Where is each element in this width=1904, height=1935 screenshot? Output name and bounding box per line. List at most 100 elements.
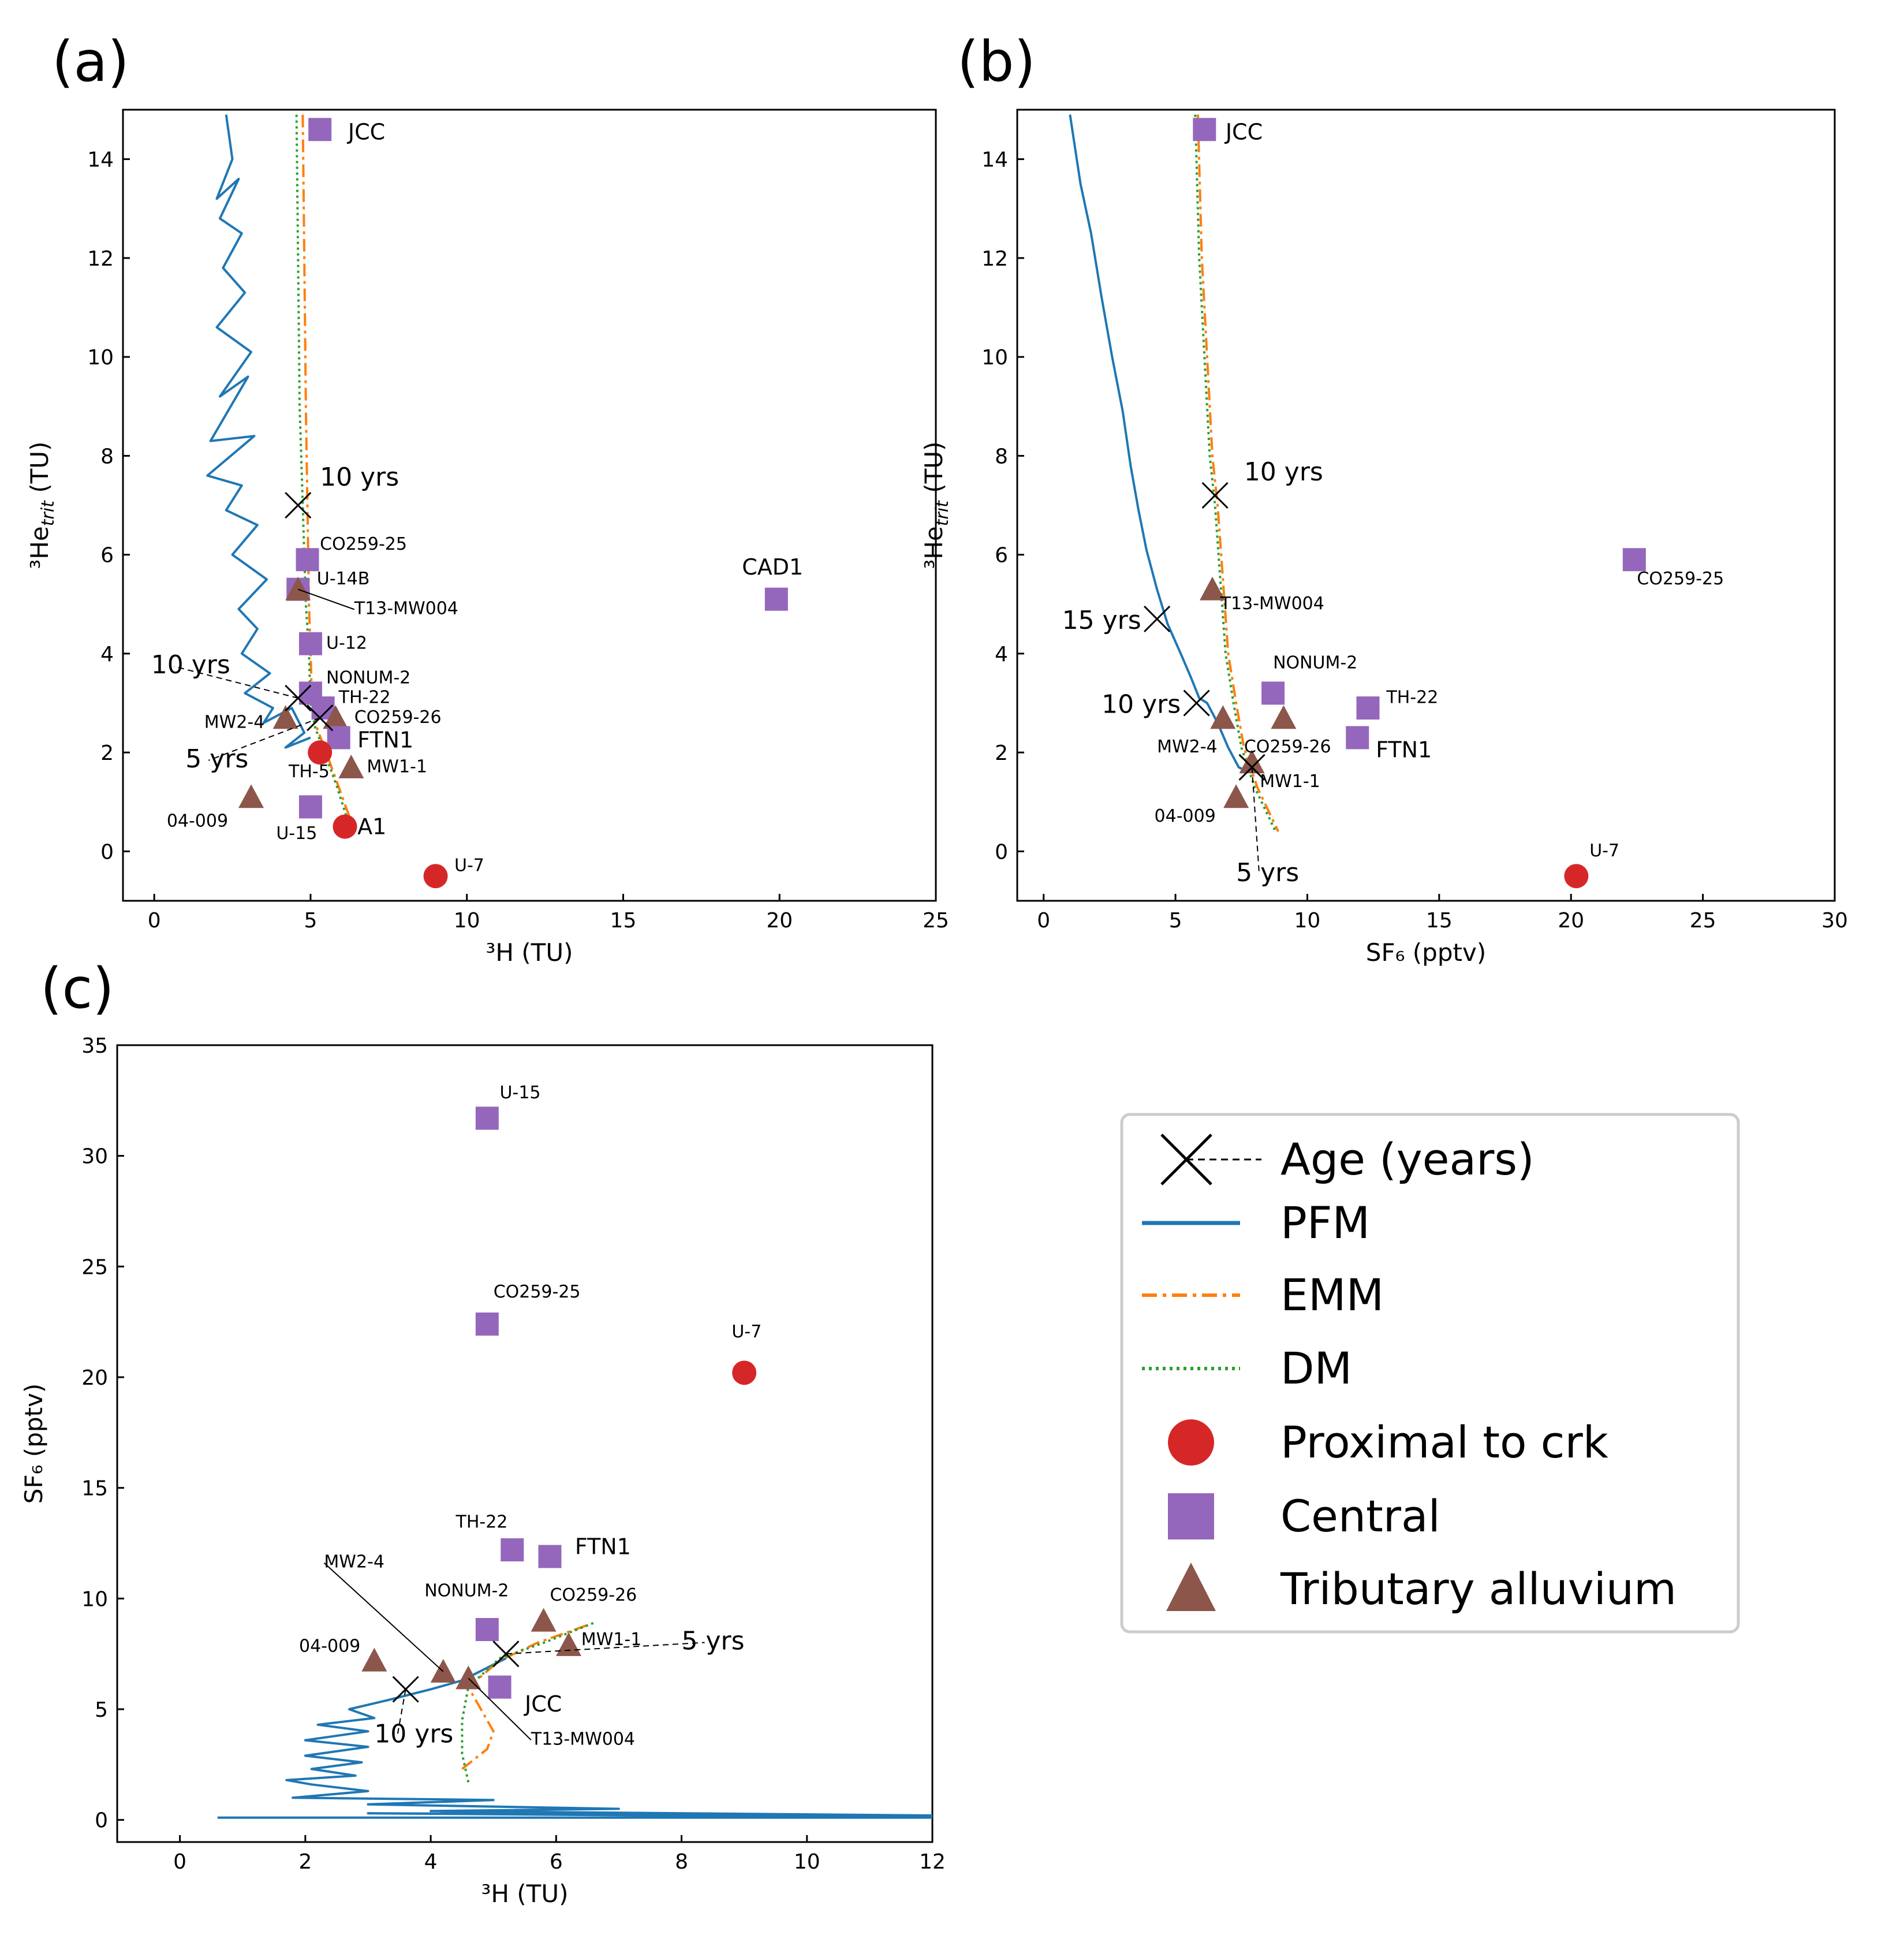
age-cross-stroke [285, 491, 312, 519]
y-axis-label: ³Hetrit (TU) [25, 442, 58, 569]
age-marker [1201, 482, 1229, 509]
legend-entry-central: Central [1168, 1490, 1440, 1542]
tributary-marker [1200, 576, 1226, 601]
panel-label: (b) [957, 29, 1036, 94]
age-label: 10 yrs [1102, 690, 1181, 719]
legend-label-dm: DM [1280, 1343, 1352, 1394]
point-label: T13-MW004 [354, 598, 458, 618]
point-label: NONUM-2 [326, 668, 410, 688]
point-label: 04-009 [167, 811, 228, 832]
y-axis-label-main: ³He [25, 526, 54, 569]
age-label: 10 yrs [151, 650, 230, 680]
x-tick-label: 8 [675, 1850, 688, 1874]
point-label: MW1-1 [581, 1630, 642, 1650]
y-tick-label: 4 [100, 643, 114, 666]
y-axis-label: SF₆ (pptv) [20, 1384, 48, 1504]
y-axis-label-sub: trit [932, 500, 953, 526]
point-label: MW2-4 [324, 1552, 384, 1572]
point-label: U-7 [454, 856, 484, 876]
age-leader [506, 1642, 705, 1655]
point-label: CO259-25 [320, 534, 407, 554]
tributary-marker [238, 784, 264, 808]
point-label: T13-MW004 [531, 1729, 635, 1749]
y-tick-label: 35 [81, 1034, 108, 1058]
point-label: MW2-4 [1157, 737, 1218, 757]
y-tick-label: 30 [81, 1145, 108, 1169]
point-label: U-12 [326, 633, 367, 653]
dm-curve [1194, 114, 1277, 832]
point-label: FTN1 [575, 1534, 631, 1560]
y-axis-label-main: SF₆ (pptv) [20, 1384, 48, 1504]
central-marker [475, 1106, 499, 1130]
tributary-marker [430, 1658, 456, 1683]
y-tick-label: 0 [100, 840, 114, 864]
age-leader [174, 666, 298, 699]
y-tick-label: 25 [81, 1255, 108, 1279]
plot-area [206, 114, 788, 889]
age-leader [397, 1689, 406, 1736]
x-axis-label: ³H (TU) [481, 1880, 569, 1908]
tributary-marker [531, 1608, 557, 1632]
y-tick-label: 10 [81, 1587, 108, 1611]
y-tick-label: 6 [995, 544, 1008, 568]
x-tick-label: 12 [919, 1850, 946, 1874]
central-marker [475, 1313, 499, 1336]
proximal-marker [423, 864, 448, 889]
y-tick-label: 20 [81, 1366, 108, 1390]
legend-entry-proximal: Proximal to crk [1168, 1416, 1608, 1468]
age-cross-stroke [1144, 605, 1171, 632]
tributary-marker [338, 754, 364, 778]
tributary-marker [323, 705, 349, 729]
y-tick-label: 8 [100, 445, 114, 468]
point-leader [323, 1562, 444, 1672]
x-tick-label: 2 [298, 1850, 312, 1874]
tributary-marker [361, 1647, 387, 1672]
emm-curve [461, 1624, 588, 1770]
central-marker [488, 1675, 512, 1699]
point-label: CO259-25 [494, 1282, 581, 1302]
proximal-marker [333, 814, 357, 839]
central-marker [538, 1545, 562, 1568]
x-tick-label: 15 [1426, 909, 1453, 933]
y-tick-label: 12 [981, 247, 1008, 271]
y-tick-label: 8 [995, 445, 1008, 468]
age-cross-stroke [1183, 689, 1210, 717]
central-marker [308, 118, 332, 141]
point-label: JCC [524, 1691, 562, 1717]
legend-entry-pfm: PFM [1142, 1197, 1370, 1248]
y-tick-label: 14 [981, 148, 1008, 172]
point-label: 04-009 [299, 1636, 360, 1656]
age-label: 5 yrs [1236, 858, 1299, 888]
proximal-marker [1564, 864, 1589, 889]
legend-label-emm: EMM [1280, 1269, 1384, 1321]
pfm-curve [217, 1657, 932, 1819]
central-marker [298, 795, 322, 819]
legend-entry-emm: EMM [1142, 1269, 1384, 1321]
panel-b: (b) 0 5 10 15 20 25 30 0 2 4 6 8 10 12 14 SF₆ (pptv) ³Het… [920, 29, 1848, 967]
panel-c: (c) 0 2 4 6 8 10 12 0 5 10 15 20 25 30 35 ³H (TU) SF₆ (pp… [20, 956, 946, 1908]
legend-entry-tributary: Tributary alluvium [1166, 1563, 1677, 1615]
legend-label-age: Age (years) [1280, 1134, 1535, 1185]
age-label: 10 yrs [1244, 457, 1323, 487]
x-tick-label: 30 [1821, 909, 1848, 933]
point-label: CO259-26 [1244, 737, 1331, 757]
x-tick-label: 15 [610, 909, 637, 933]
x-tick-label: 25 [923, 909, 949, 933]
age-marker [285, 491, 312, 519]
tributary-marker [272, 705, 298, 729]
legend-label-central: Central [1280, 1490, 1440, 1542]
plot-area [1069, 114, 1646, 889]
tributary-marker [1239, 750, 1265, 774]
x-tick-label: 10 [454, 909, 480, 933]
point-label: NONUM-2 [424, 1581, 509, 1601]
age-label: 5 yrs [185, 744, 248, 774]
point-label: MW2-4 [204, 712, 265, 732]
tributary-marker [285, 576, 311, 601]
point-label: FTN1 [357, 728, 413, 753]
point-label: TH-22 [1386, 688, 1438, 708]
tributary-marker [1223, 784, 1249, 808]
y-tick-label: 0 [995, 840, 1008, 864]
point-label: TH-22 [338, 688, 391, 708]
point-label: A1 [357, 814, 386, 839]
